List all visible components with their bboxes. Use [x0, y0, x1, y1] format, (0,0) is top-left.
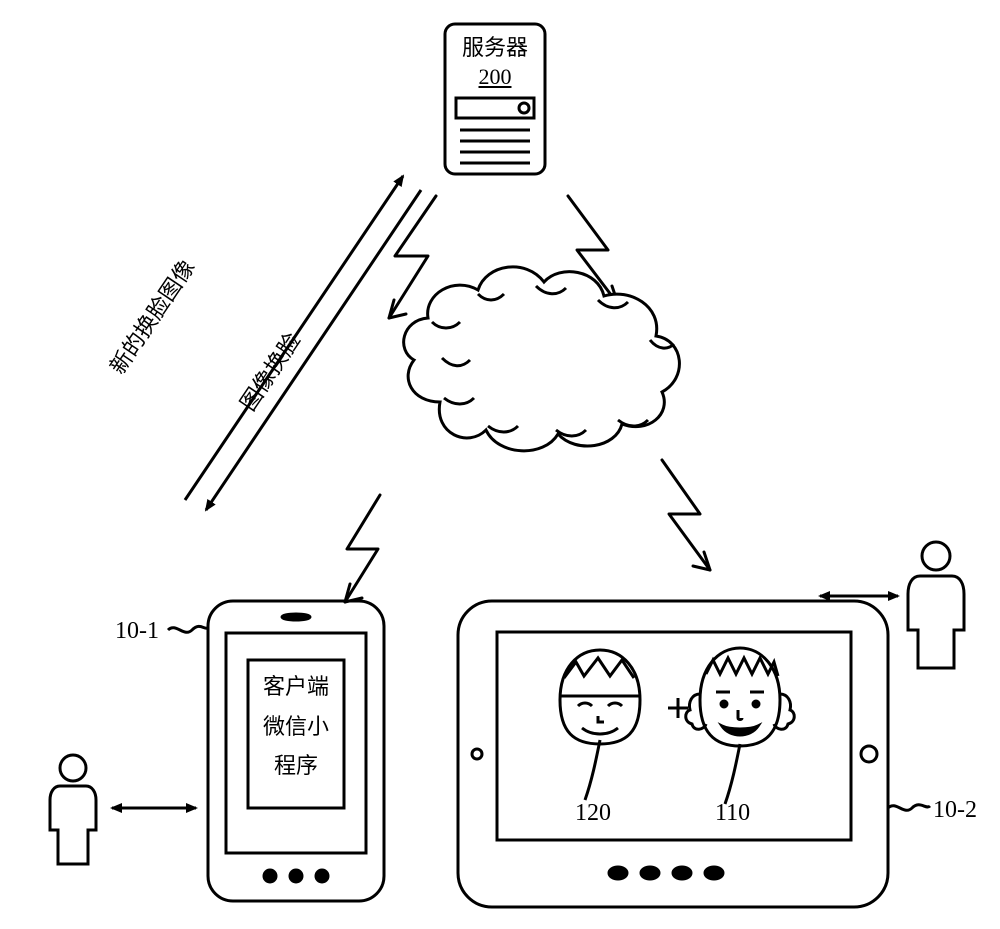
face-left [560, 650, 640, 800]
diagram-svg [0, 0, 1000, 929]
person-icon-left [50, 755, 96, 864]
tablet-device [458, 601, 888, 907]
arrow-pair [185, 176, 421, 510]
lightning-bottom-right [662, 460, 710, 570]
server-icon [445, 24, 545, 174]
phone-device [208, 601, 384, 901]
cloud-icon [404, 267, 680, 451]
face-right [686, 648, 795, 804]
lightning-bottom-left [345, 495, 380, 602]
diagram-canvas: 服务器 200 网络 300 新的换脸图像 图像换脸 10-1 10-2 客户端… [0, 0, 1000, 929]
phone-tilde [168, 626, 208, 632]
lightning-left [389, 196, 436, 318]
tablet-tilde [888, 805, 930, 811]
person-icon-right [908, 542, 964, 668]
